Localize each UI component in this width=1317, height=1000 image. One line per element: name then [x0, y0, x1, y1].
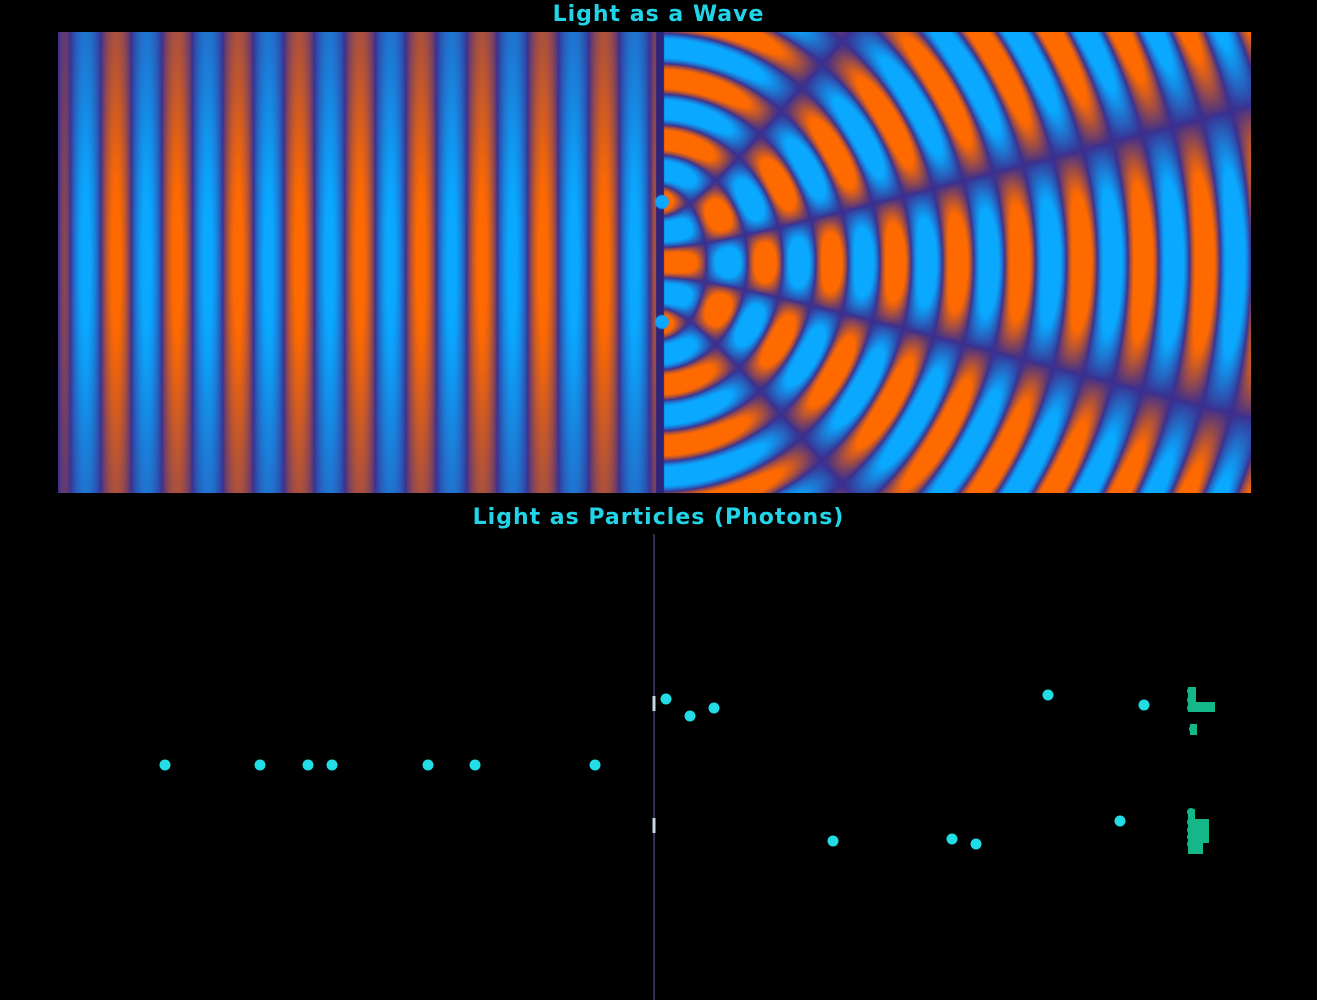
detector-hit: [1187, 826, 1195, 834]
detector-hit: [1187, 808, 1195, 816]
upper-slit: [652, 696, 656, 711]
photon: [708, 702, 720, 714]
photon: [159, 759, 171, 771]
detector-hit: [1187, 704, 1195, 712]
detector-hit: [1187, 818, 1195, 826]
detector-hit: [1189, 725, 1197, 733]
photon: [1042, 689, 1054, 701]
detector-hit: [1187, 840, 1195, 848]
photon: [326, 759, 338, 771]
wave-interference-canvas[interactable]: [58, 32, 1251, 493]
photon: [422, 759, 434, 771]
detector-screen: [1187, 687, 1215, 854]
photon: [1114, 815, 1126, 827]
photon: [660, 693, 672, 705]
detector-hit-cluster: [1188, 702, 1215, 712]
detector-hit: [1187, 696, 1195, 704]
detector-hit: [1187, 833, 1195, 841]
detector-hit: [1187, 687, 1195, 695]
wave-panel-title: Light as a Wave: [552, 2, 765, 27]
photon-layer: [159, 689, 1150, 850]
photon: [684, 710, 696, 722]
photon: [589, 759, 601, 771]
photon: [469, 759, 481, 771]
photon-simulation-view[interactable]: [0, 534, 1317, 1000]
photon: [827, 835, 839, 847]
lower-slit: [652, 818, 656, 833]
photon: [970, 838, 982, 850]
photon: [254, 759, 266, 771]
particle-panel-title: Light as Particles (Photons): [472, 505, 845, 530]
photon: [946, 833, 958, 845]
photon: [302, 759, 314, 771]
photon: [1138, 699, 1150, 711]
